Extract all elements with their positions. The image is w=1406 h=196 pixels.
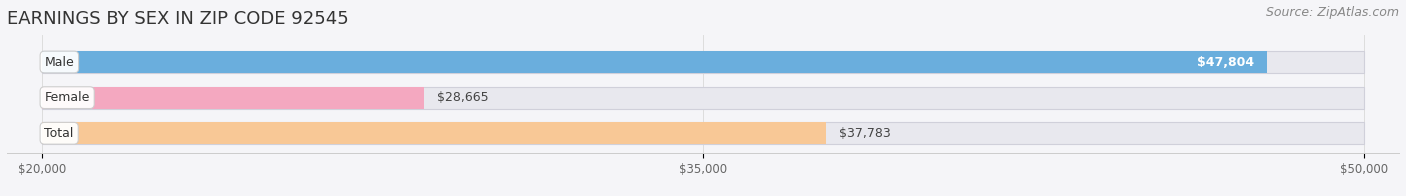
Text: $37,783: $37,783 xyxy=(839,127,890,140)
Bar xyxy=(42,87,425,109)
Bar xyxy=(42,122,825,144)
Text: $28,665: $28,665 xyxy=(437,91,489,104)
Text: EARNINGS BY SEX IN ZIP CODE 92545: EARNINGS BY SEX IN ZIP CODE 92545 xyxy=(7,10,349,28)
Text: Female: Female xyxy=(45,91,90,104)
Text: Source: ZipAtlas.com: Source: ZipAtlas.com xyxy=(1265,6,1399,19)
Bar xyxy=(42,51,1267,73)
Text: Total: Total xyxy=(45,127,75,140)
Text: $47,804: $47,804 xyxy=(1197,55,1254,69)
Bar xyxy=(42,51,1364,73)
Bar xyxy=(42,122,1364,144)
Bar xyxy=(42,87,1364,109)
Text: Male: Male xyxy=(45,55,75,69)
